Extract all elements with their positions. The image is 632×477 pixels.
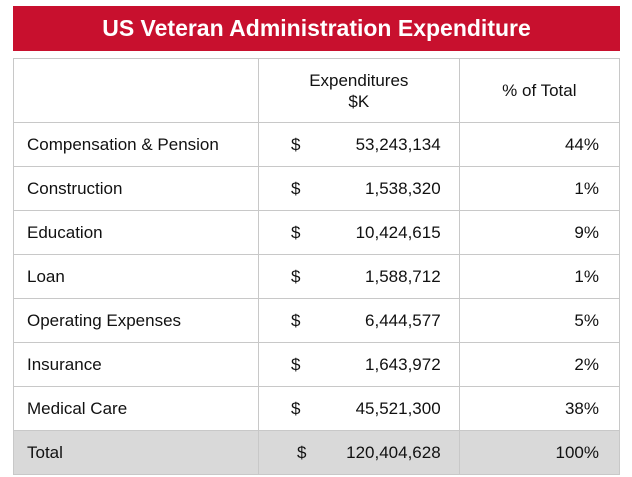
row-amount-cell: $1,643,972: [257, 342, 460, 387]
row-pct: 38%: [458, 386, 621, 431]
currency-symbol: $: [290, 354, 301, 374]
row-pct: 2%: [458, 342, 621, 387]
currency-symbol: $: [290, 134, 301, 154]
currency-symbol: $: [290, 398, 301, 418]
row-label: Insurance: [13, 342, 259, 387]
total-amount: 120,404,628: [346, 442, 441, 462]
row-label: Operating Expenses: [13, 298, 259, 343]
table-row: Education $10,424,615 9%: [13, 210, 621, 255]
header-pct: % of Total: [458, 58, 621, 123]
row-amount-cell: $1,538,320: [257, 166, 460, 211]
table-body: Compensation & Pension $53,243,134 44% Cons…: [13, 122, 621, 431]
table-row: Compensation & Pension $53,243,134 44%: [13, 122, 621, 167]
row-label: Loan: [13, 254, 259, 299]
header-expenditures: Expenditures $K: [257, 58, 460, 123]
row-pct: 9%: [458, 210, 621, 255]
row-amount-cell: $10,424,615: [257, 210, 460, 255]
table-header-row: Expenditures $K % of Total: [13, 58, 621, 123]
row-amount: 1,588,712: [365, 266, 441, 286]
total-label: Total: [13, 430, 259, 475]
total-amount-cell: $ 120,404,628: [257, 430, 460, 475]
table-row: Insurance $1,643,972 2%: [13, 342, 621, 387]
currency-symbol: $: [290, 222, 301, 242]
row-amount: 10,424,615: [355, 222, 441, 242]
total-pct: 100%: [458, 430, 621, 475]
row-amount-cell: $45,521,300: [257, 386, 460, 431]
row-label: Education: [13, 210, 259, 255]
currency-symbol: $: [290, 266, 301, 286]
table-row: Operating Expenses $6,444,577 5%: [13, 298, 621, 343]
row-pct: 5%: [458, 298, 621, 343]
row-label: Medical Care: [13, 386, 259, 431]
currency-symbol: $: [296, 442, 307, 462]
table-row: Loan $1,588,712 1%: [13, 254, 621, 299]
row-amount-cell: $53,243,134: [257, 122, 460, 167]
table-row: Medical Care $45,521,300 38%: [13, 386, 621, 431]
row-pct: 44%: [458, 122, 621, 167]
expenditure-table: Expenditures $K % of Total Compensation …: [13, 58, 621, 475]
header-expenditures-line2: $K: [348, 91, 370, 111]
total-row: Total $ 120,404,628 100%: [13, 430, 621, 475]
currency-symbol: $: [290, 178, 301, 198]
row-amount: 53,243,134: [355, 134, 441, 154]
row-pct: 1%: [458, 254, 621, 299]
row-amount-cell: $1,588,712: [257, 254, 460, 299]
row-label: Construction: [13, 166, 259, 211]
row-amount: 1,643,972: [365, 354, 441, 374]
row-amount: 45,521,300: [355, 398, 441, 418]
row-amount: 6,444,577: [365, 310, 441, 330]
row-pct: 1%: [458, 166, 621, 211]
row-label: Compensation & Pension: [13, 122, 259, 167]
page-title: US Veteran Administration Expenditure: [13, 6, 620, 51]
currency-symbol: $: [290, 310, 301, 330]
row-amount-cell: $6,444,577: [257, 298, 460, 343]
row-amount: 1,538,320: [365, 178, 441, 198]
table-row: Construction $1,538,320 1%: [13, 166, 621, 211]
header-expenditures-line1: Expenditures: [309, 70, 409, 90]
header-label-cell: [13, 58, 259, 123]
